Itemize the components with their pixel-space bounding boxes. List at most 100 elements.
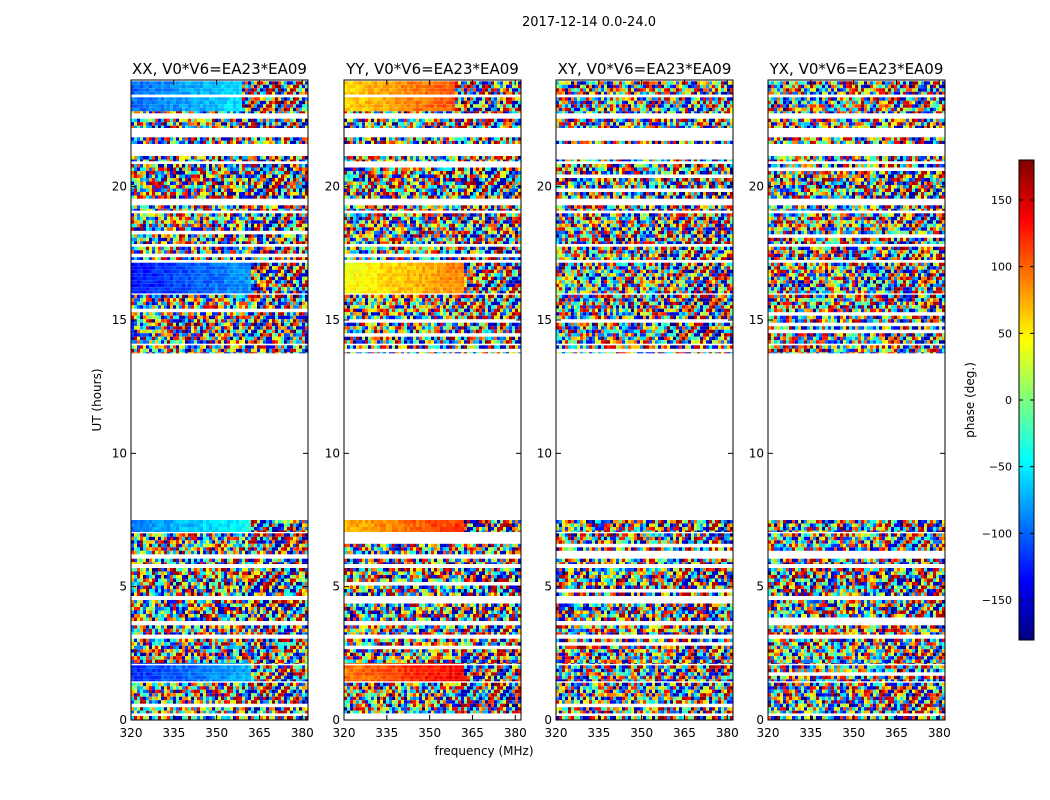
phase-cell bbox=[272, 656, 275, 660]
phase-cell bbox=[155, 672, 158, 676]
phase-cell bbox=[173, 642, 176, 646]
phase-cell bbox=[278, 711, 281, 714]
phase-cell bbox=[266, 653, 269, 657]
phase-cell bbox=[158, 683, 161, 687]
phase-cell bbox=[140, 676, 143, 680]
phase-cell bbox=[278, 672, 281, 676]
phase-cell bbox=[206, 690, 209, 694]
phase-cell bbox=[296, 665, 299, 669]
phase-cell bbox=[299, 642, 302, 646]
phase-cell bbox=[275, 642, 278, 646]
phase-cell bbox=[137, 639, 140, 643]
phase-cell bbox=[152, 707, 155, 711]
phase-cell bbox=[185, 639, 188, 643]
phase-cell bbox=[260, 676, 263, 680]
phase-cell bbox=[293, 686, 296, 690]
phase-cell bbox=[176, 642, 179, 646]
phase-cell bbox=[212, 697, 215, 701]
phase-cell bbox=[140, 660, 143, 664]
phase-cell bbox=[149, 697, 152, 701]
phase-cell bbox=[257, 697, 260, 701]
phase-cell bbox=[182, 697, 185, 701]
phase-cell bbox=[284, 642, 287, 646]
phase-cell bbox=[227, 672, 230, 676]
phase-cell bbox=[272, 646, 275, 650]
phase-cell bbox=[239, 639, 242, 643]
phase-cell bbox=[236, 707, 239, 711]
phase-cell bbox=[155, 639, 158, 643]
phase-cell bbox=[251, 686, 254, 690]
phase-cell bbox=[134, 679, 137, 681]
phase-cell bbox=[167, 707, 170, 711]
phase-cell bbox=[215, 683, 218, 687]
phase-cell bbox=[245, 660, 248, 664]
phase-cell bbox=[266, 697, 269, 701]
phase-cell bbox=[296, 711, 299, 714]
phase-cell bbox=[152, 625, 155, 629]
phase-cell bbox=[182, 639, 185, 643]
phase-cell bbox=[161, 676, 164, 680]
phase-cell bbox=[218, 690, 221, 694]
phase-cell bbox=[185, 711, 188, 714]
phase-cell bbox=[155, 686, 158, 690]
phase-cell bbox=[284, 629, 287, 633]
phase-cell bbox=[251, 711, 254, 714]
phase-cell bbox=[203, 660, 206, 664]
phase-cell bbox=[206, 660, 209, 664]
phase-cell bbox=[179, 665, 182, 669]
phase-cell bbox=[140, 700, 143, 704]
phase-cell bbox=[275, 656, 278, 660]
phase-cell bbox=[269, 683, 272, 687]
phase-cell bbox=[215, 639, 218, 643]
phase-cell bbox=[230, 653, 233, 657]
phase-cell bbox=[272, 676, 275, 680]
phase-cell bbox=[209, 672, 212, 676]
phase-cell bbox=[245, 672, 248, 676]
phase-cell bbox=[170, 629, 173, 633]
phase-cell bbox=[269, 711, 272, 714]
phase-cell bbox=[191, 649, 194, 653]
phase-cell bbox=[167, 716, 170, 720]
phase-cell bbox=[272, 690, 275, 694]
phase-cell bbox=[146, 649, 149, 653]
phase-cell bbox=[170, 660, 173, 664]
phase-cell bbox=[245, 649, 248, 653]
phase-cell bbox=[194, 700, 197, 704]
phase-cell bbox=[254, 653, 257, 657]
phase-cell bbox=[245, 683, 248, 687]
phase-cell bbox=[254, 697, 257, 701]
phase-cell bbox=[245, 711, 248, 714]
phase-cell bbox=[224, 672, 227, 676]
phase-cell bbox=[152, 716, 155, 720]
phase-cell bbox=[254, 676, 257, 680]
phase-cell bbox=[140, 669, 143, 673]
phase-cell bbox=[284, 649, 287, 653]
phase-cell bbox=[152, 693, 155, 697]
phase-cell bbox=[227, 711, 230, 714]
phase-cell bbox=[158, 642, 161, 646]
phase-cell bbox=[182, 632, 185, 634]
phase-cell bbox=[257, 629, 260, 633]
phase-cell bbox=[203, 646, 206, 650]
phase-cell bbox=[287, 629, 290, 633]
phase-cell bbox=[167, 686, 170, 690]
phase-cell bbox=[155, 646, 158, 650]
phase-cell bbox=[248, 669, 251, 673]
phase-cell bbox=[206, 663, 209, 664]
phase-cell bbox=[200, 683, 203, 687]
phase-cell bbox=[248, 656, 251, 660]
phase-cell bbox=[176, 683, 179, 687]
phase-cell bbox=[152, 672, 155, 676]
phase-cell bbox=[272, 629, 275, 633]
phase-cell bbox=[161, 697, 164, 701]
phase-cell bbox=[278, 700, 281, 704]
phase-cell bbox=[296, 656, 299, 660]
phase-cell bbox=[170, 656, 173, 660]
phase-cell bbox=[257, 711, 260, 714]
phase-cell bbox=[263, 686, 266, 690]
phase-cell bbox=[248, 690, 251, 694]
phase-cell bbox=[197, 686, 200, 690]
phase-cell bbox=[239, 629, 242, 633]
phase-cell bbox=[269, 642, 272, 646]
phase-cell bbox=[221, 711, 224, 714]
